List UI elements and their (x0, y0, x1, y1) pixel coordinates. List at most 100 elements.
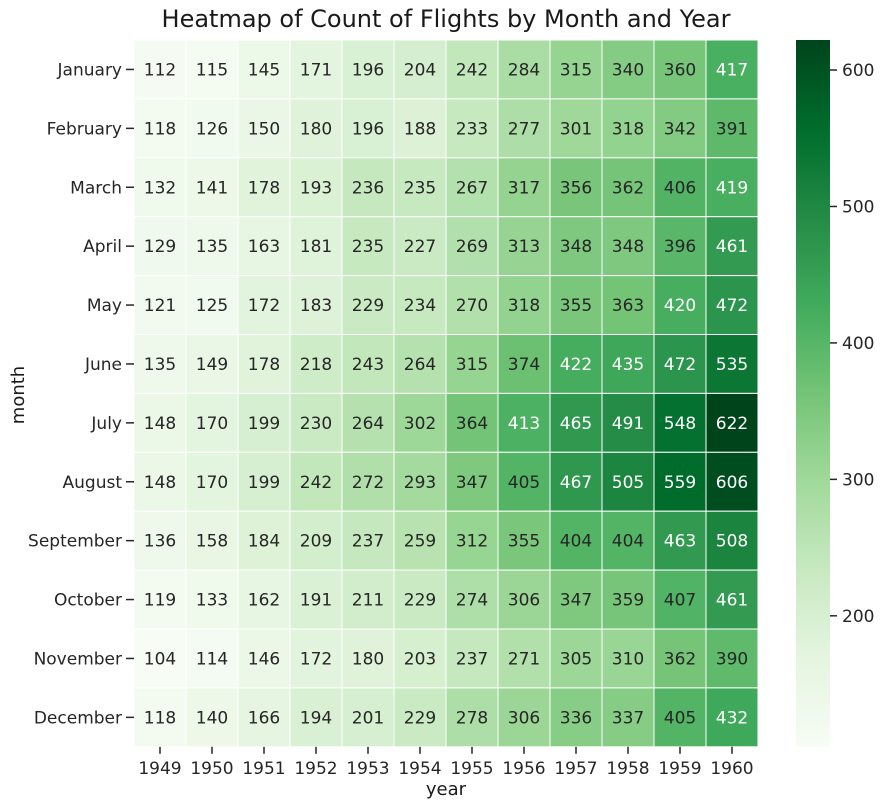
colorbar-tick-label: 500 (842, 197, 874, 217)
heatmap-cell (445, 275, 499, 336)
cell-value-label: 406 (664, 178, 696, 198)
heatmap-cell (341, 451, 395, 512)
cell-value-label: 180 (300, 119, 332, 139)
cell-value-label: 360 (664, 60, 696, 80)
cell-value-label: 135 (196, 237, 228, 257)
heatmap-cell (185, 39, 239, 100)
cell-value-label: 196 (352, 119, 384, 139)
cell-value-label: 172 (248, 296, 280, 316)
cell-value-label: 234 (404, 296, 436, 316)
heatmap-cell (237, 510, 291, 571)
cell-value-label: 118 (144, 708, 176, 728)
cell-value-label: 348 (560, 237, 592, 257)
cell-value-label: 606 (716, 473, 748, 493)
heatmap-cell (133, 451, 187, 512)
cell-value-label: 133 (196, 591, 228, 611)
heatmap-cell (289, 392, 343, 453)
cell-value-label: 183 (300, 296, 332, 316)
cell-value-label: 171 (300, 60, 332, 80)
x-tick-label: 1949 (138, 759, 181, 779)
heatmap-cell (341, 157, 395, 218)
cell-value-label: 264 (352, 414, 384, 434)
heatmap-cell (341, 569, 395, 630)
cell-value-label: 172 (300, 649, 332, 669)
colorbar-ticks: 200 300 400 500 600 (830, 61, 874, 627)
heatmap-cell (393, 216, 447, 277)
heatmap-cell (705, 334, 759, 394)
cell-value-label: 170 (196, 414, 228, 434)
heatmap-cell (445, 510, 499, 571)
heatmap-cell (653, 510, 707, 571)
colorbar-tick-label: 600 (842, 61, 874, 81)
cell-value-label: 432 (716, 708, 748, 728)
heatmap-cell (445, 628, 499, 689)
cell-value-label: 203 (404, 649, 436, 669)
y-tick-label: February (47, 119, 122, 139)
cell-value-label: 535 (716, 355, 748, 375)
cell-value-label: 362 (612, 178, 644, 198)
cell-value-label: 140 (196, 708, 228, 728)
heatmap-cell (133, 216, 187, 277)
cell-value-label: 112 (144, 60, 176, 80)
y-tick-label: January (57, 60, 122, 80)
heatmap-cell (497, 510, 551, 571)
colorbar-gradient (796, 40, 830, 747)
heatmap-cell (653, 451, 707, 512)
y-tick-label: September (28, 532, 122, 552)
cell-value-label: 317 (508, 178, 540, 198)
cell-value-label: 310 (612, 649, 644, 669)
cell-value-label: 121 (144, 296, 176, 316)
cell-value-label: 405 (508, 473, 540, 493)
x-tick-label: 1954 (398, 759, 441, 779)
heatmap-cell (393, 39, 447, 100)
heatmap-cell (341, 392, 395, 453)
heatmap-cell (393, 392, 447, 453)
colorbar-tick-label: 300 (842, 470, 874, 490)
heatmap-cell (705, 392, 759, 453)
cell-value-label: 272 (352, 473, 384, 493)
cell-value-label: 363 (612, 296, 644, 316)
cell-value-label: 267 (456, 178, 488, 198)
cell-value-label: 417 (716, 60, 748, 80)
heatmap-cell (497, 628, 551, 689)
heatmap-cell (341, 98, 395, 159)
cell-value-label: 355 (560, 296, 592, 316)
cell-value-label: 359 (612, 591, 644, 611)
cell-value-label: 422 (560, 355, 592, 375)
heatmap-cell (705, 569, 759, 630)
heatmap-cell (601, 98, 655, 159)
x-tick-label: 1960 (710, 759, 753, 779)
cell-value-label: 119 (144, 591, 176, 611)
heatmap-cell (133, 275, 187, 336)
cell-value-label: 347 (560, 591, 592, 611)
heatmap-cell (549, 334, 603, 394)
cell-value-label: 315 (560, 60, 592, 80)
cell-value-label: 201 (352, 708, 384, 728)
cell-value-label: 362 (664, 649, 696, 669)
cell-value-label: 132 (144, 178, 176, 198)
heatmap-cell (497, 39, 551, 100)
cell-value-label: 302 (404, 414, 436, 434)
cell-value-label: 118 (144, 119, 176, 139)
cell-value-label: 293 (404, 473, 436, 493)
cell-value-label: 115 (196, 60, 228, 80)
heatmap-cell (237, 216, 291, 277)
cell-value-label: 166 (248, 708, 280, 728)
cell-value-label: 178 (248, 355, 280, 375)
cell-value-label: 407 (664, 591, 696, 611)
cell-value-label: 465 (560, 414, 592, 434)
cell-value-label: 188 (404, 119, 436, 139)
cell-value-label: 237 (352, 532, 384, 552)
y-tick-label: December (34, 708, 122, 728)
y-tick-label: July (90, 414, 122, 434)
heatmap-cell (133, 510, 187, 571)
colorbar-tick-label: 400 (842, 334, 874, 354)
heatmap-cell (653, 275, 707, 336)
heatmap-cell (653, 628, 707, 689)
x-tick-label: 1956 (502, 759, 545, 779)
cell-annotations: 112 115 145 171 196 204 242 284 315 340 360 417 118 1… (144, 60, 748, 728)
cell-value-label: 204 (404, 60, 436, 80)
heatmap-cell (133, 628, 187, 689)
heatmap-cell (289, 569, 343, 630)
